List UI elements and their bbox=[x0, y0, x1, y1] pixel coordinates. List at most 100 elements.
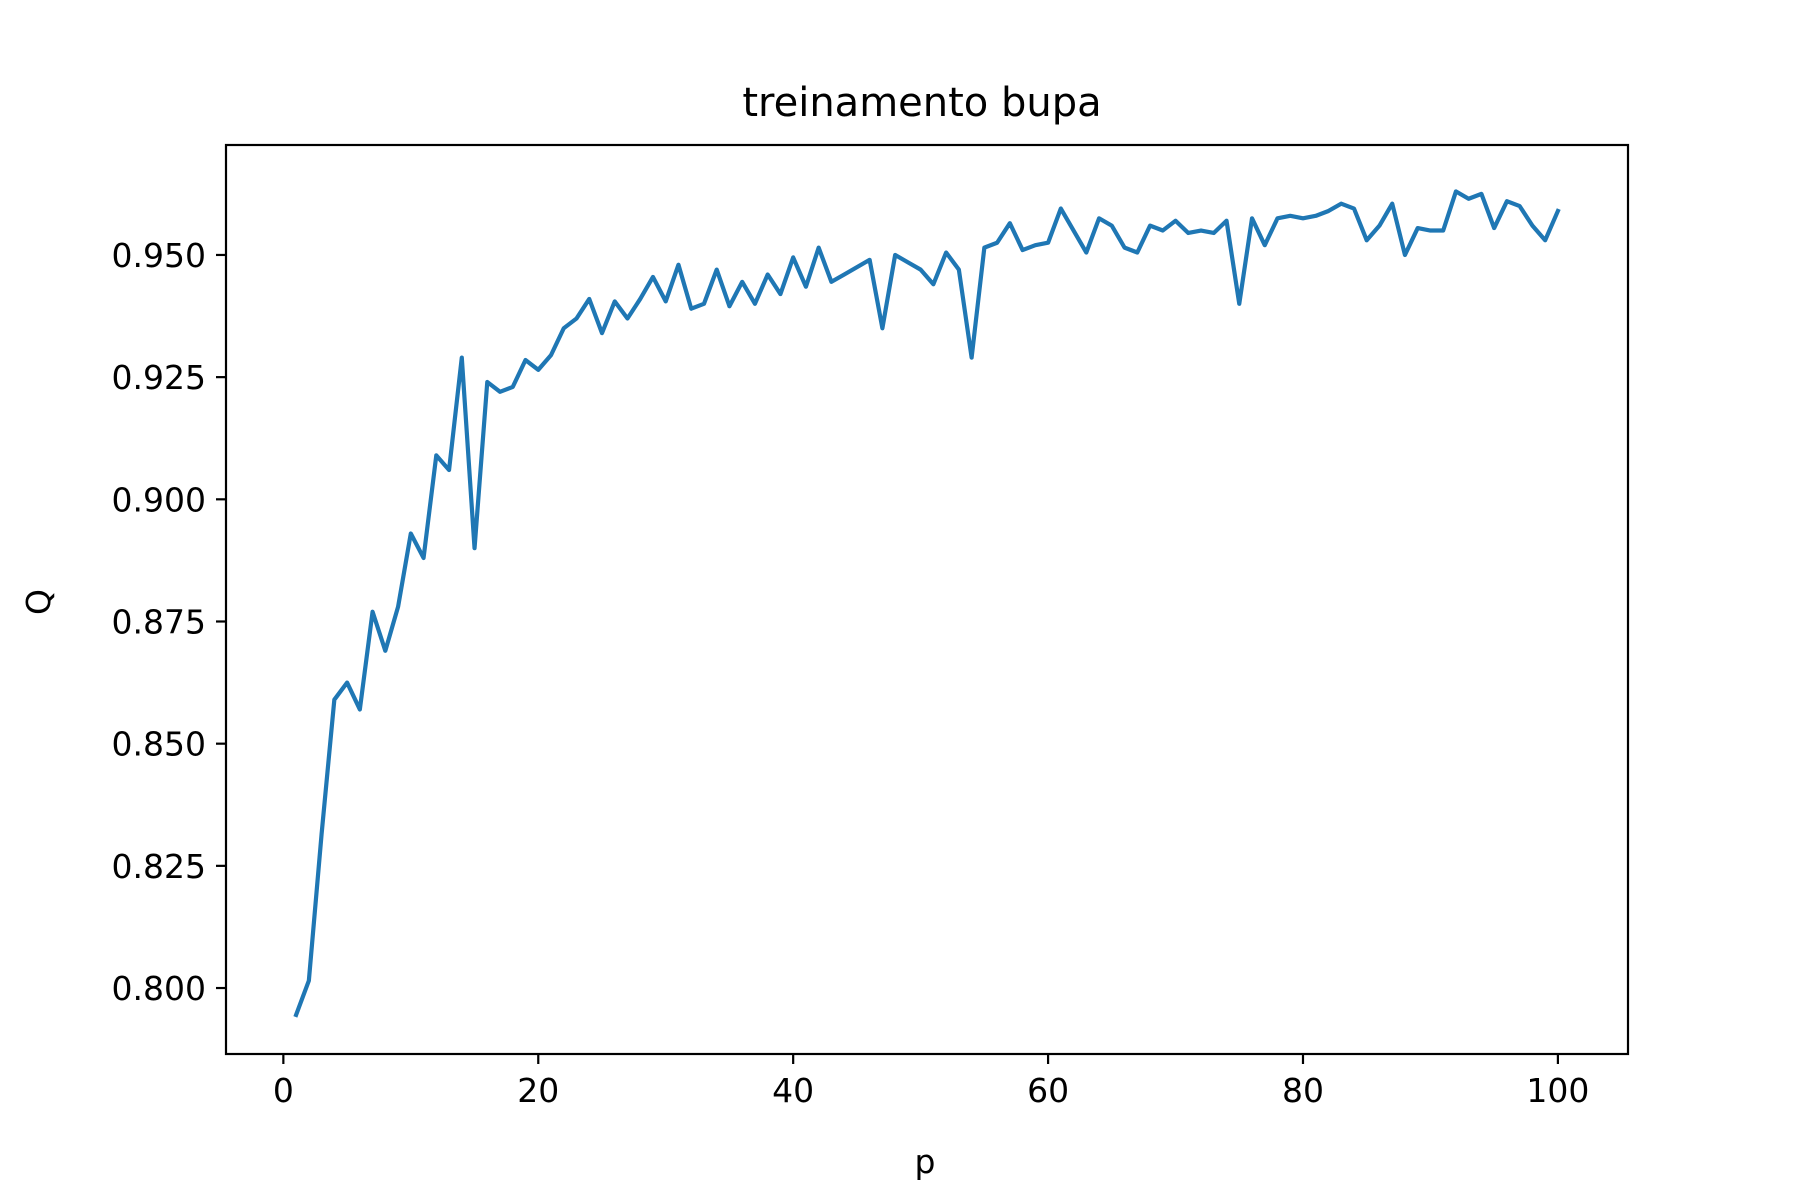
data-point bbox=[1441, 229, 1445, 233]
data-point bbox=[957, 268, 961, 272]
data-point bbox=[332, 698, 336, 702]
y-axis-label: Q bbox=[19, 589, 58, 615]
data-point bbox=[434, 453, 438, 457]
data-point bbox=[409, 532, 413, 536]
data-point bbox=[766, 273, 770, 277]
data-point bbox=[460, 356, 464, 360]
data-point bbox=[345, 681, 349, 685]
data-point bbox=[804, 285, 808, 289]
data-point bbox=[664, 299, 668, 303]
data-point bbox=[753, 302, 757, 306]
chart-title: treinamento bupa bbox=[742, 80, 1101, 126]
data-point bbox=[1403, 253, 1407, 257]
data-point bbox=[1135, 251, 1139, 255]
data-point bbox=[307, 979, 311, 983]
data-point bbox=[944, 251, 948, 255]
x-axis-label: p bbox=[915, 1142, 936, 1181]
data-point bbox=[511, 385, 515, 389]
y-tick-label: 0.800 bbox=[112, 969, 206, 1008]
data-point bbox=[1033, 243, 1037, 247]
data-point bbox=[1199, 229, 1203, 233]
data-point bbox=[1416, 226, 1420, 230]
data-point bbox=[638, 297, 642, 301]
data-point bbox=[1097, 216, 1101, 220]
data-point bbox=[1365, 238, 1369, 242]
y-tick-label: 0.950 bbox=[112, 236, 206, 275]
data-point bbox=[1505, 199, 1509, 203]
y-tick-label: 0.850 bbox=[112, 725, 206, 764]
data-point bbox=[320, 832, 324, 836]
x-tick-label: 0 bbox=[273, 1071, 294, 1110]
data-point bbox=[625, 316, 629, 320]
data-point bbox=[1110, 224, 1114, 228]
data-point bbox=[575, 316, 579, 320]
data-point bbox=[1237, 302, 1241, 306]
data-point bbox=[613, 299, 617, 303]
data-point bbox=[651, 275, 655, 279]
data-point bbox=[383, 649, 387, 653]
data-point bbox=[817, 246, 821, 250]
data-point bbox=[1352, 207, 1356, 211]
data-point bbox=[995, 241, 999, 245]
data-point bbox=[524, 358, 528, 362]
x-tick-label: 80 bbox=[1282, 1071, 1324, 1110]
data-point bbox=[868, 258, 872, 262]
data-point bbox=[1518, 204, 1522, 208]
data-point bbox=[294, 1013, 298, 1017]
data-point bbox=[587, 297, 591, 301]
data-point bbox=[1492, 226, 1496, 230]
data-point bbox=[778, 292, 782, 296]
data-point bbox=[702, 302, 706, 306]
data-point bbox=[829, 280, 833, 284]
data-point bbox=[1161, 229, 1165, 233]
x-tick-label: 20 bbox=[517, 1071, 559, 1110]
data-point bbox=[1377, 224, 1381, 228]
data-point bbox=[1021, 248, 1025, 252]
data-point bbox=[1148, 224, 1152, 228]
data-point bbox=[485, 380, 489, 384]
data-point bbox=[358, 707, 362, 711]
data-point bbox=[1454, 189, 1458, 193]
data-point bbox=[447, 468, 451, 472]
data-point bbox=[676, 263, 680, 267]
data-point bbox=[473, 546, 477, 550]
data-point bbox=[1008, 221, 1012, 225]
data-point bbox=[1186, 231, 1190, 235]
data-point bbox=[562, 326, 566, 330]
data-point bbox=[715, 268, 719, 272]
data-point bbox=[1301, 216, 1305, 220]
data-point bbox=[1543, 238, 1547, 242]
data-point bbox=[1276, 216, 1280, 220]
data-point bbox=[498, 390, 502, 394]
data-point bbox=[1479, 192, 1483, 196]
data-point bbox=[1556, 209, 1560, 213]
data-point bbox=[906, 260, 910, 264]
data-point bbox=[893, 253, 897, 257]
data-point bbox=[880, 326, 884, 330]
data-point bbox=[422, 556, 426, 560]
data-point bbox=[1390, 202, 1394, 206]
x-tick-label: 60 bbox=[1027, 1071, 1069, 1110]
data-point bbox=[727, 304, 731, 308]
y-tick-label: 0.825 bbox=[112, 847, 206, 886]
data-point bbox=[1530, 224, 1534, 228]
data-point bbox=[740, 280, 744, 284]
data-point bbox=[1263, 243, 1267, 247]
data-point bbox=[1314, 214, 1318, 218]
x-tick-label: 40 bbox=[772, 1071, 814, 1110]
data-point bbox=[982, 246, 986, 250]
data-point bbox=[1046, 241, 1050, 245]
data-point bbox=[1225, 219, 1229, 223]
y-tick-label: 0.925 bbox=[112, 358, 206, 397]
x-tick-label: 100 bbox=[1526, 1071, 1589, 1110]
y-tick-label: 0.875 bbox=[112, 602, 206, 641]
data-point bbox=[1072, 229, 1076, 233]
data-point bbox=[970, 356, 974, 360]
data-point bbox=[919, 268, 923, 272]
data-point bbox=[1212, 231, 1216, 235]
data-point bbox=[536, 368, 540, 372]
data-point bbox=[1326, 209, 1330, 213]
data-point bbox=[791, 255, 795, 259]
data-point bbox=[600, 331, 604, 335]
